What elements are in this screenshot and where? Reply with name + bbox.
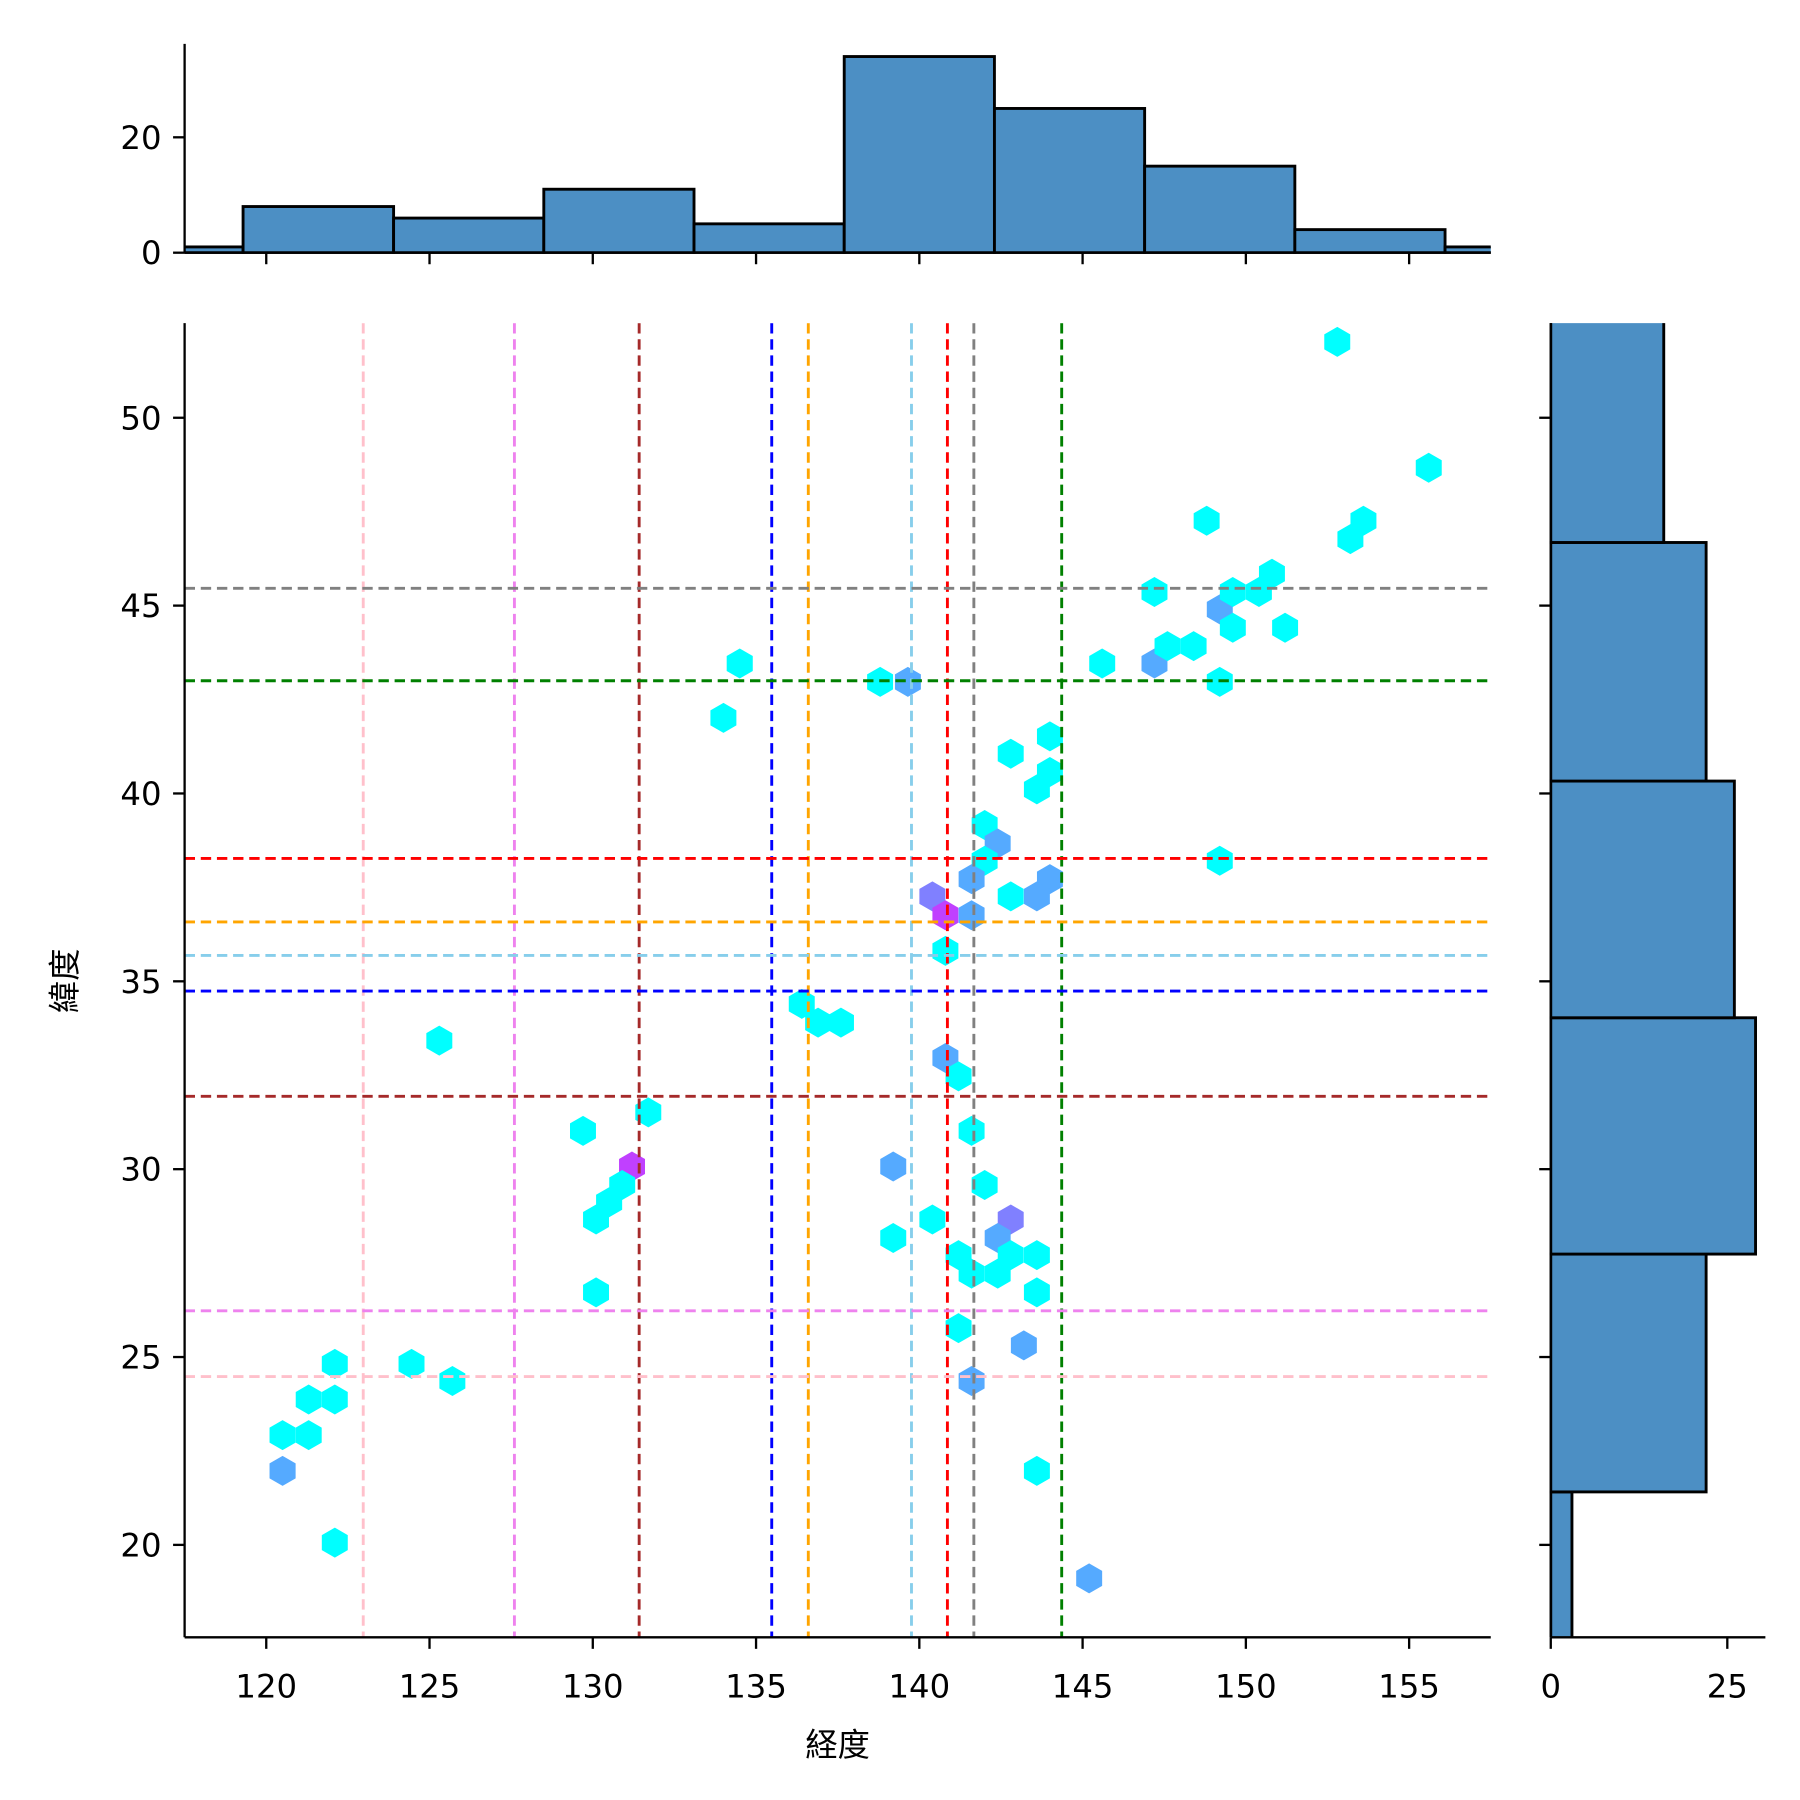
histogram-bar	[692, 222, 846, 254]
hexbin-cell	[1350, 505, 1377, 536]
hexbin-cell	[958, 1115, 985, 1146]
histogram-bar	[1549, 323, 1666, 544]
hexbin-cell	[805, 1007, 832, 1038]
top-hist-bars	[184, 55, 1491, 254]
hexbin-cell	[945, 1061, 972, 1092]
hexbin-cell	[398, 1348, 425, 1379]
hexbin-cell	[880, 1222, 907, 1253]
y-tick-label: 35	[120, 963, 161, 1001]
hexbin-cell	[828, 1007, 854, 1038]
y-tick-label: 50	[120, 399, 161, 437]
x-axis-label: 経度	[805, 1726, 870, 1764]
histogram-bar	[392, 216, 546, 254]
histogram-bar	[542, 187, 696, 254]
hexbin-cell	[321, 1527, 348, 1558]
hexbin-cell	[945, 1313, 972, 1344]
hexbin-cell	[726, 648, 753, 679]
histogram-bar	[1143, 164, 1297, 254]
histogram-bar	[1443, 245, 1491, 254]
hexbin-cell	[958, 864, 985, 895]
y-tick-label: 45	[120, 587, 161, 625]
x-tick-label: 120	[235, 1667, 297, 1705]
hexbin-cell	[1415, 452, 1442, 483]
hexbin-cell	[958, 1366, 985, 1397]
histogram-bar	[1549, 541, 1708, 783]
hexbin-cell	[1089, 648, 1116, 679]
hexbin-cell	[1154, 631, 1181, 662]
hexbin-cell	[295, 1384, 322, 1415]
hexbin-cell	[1206, 845, 1233, 876]
hexbin-cell	[439, 1366, 466, 1397]
hexbin-cell	[1219, 612, 1246, 643]
y-axis-label: 緯度	[46, 948, 84, 1013]
histogram-bar	[1549, 1016, 1757, 1256]
hexbin-cell	[1076, 1563, 1103, 1594]
right-hist-bars	[1549, 323, 1757, 1638]
hexbin-cell	[1193, 505, 1220, 536]
hexbin-cell	[971, 1170, 998, 1200]
x-tick-label: 140	[888, 1667, 950, 1705]
histogram-bar	[1549, 779, 1736, 1020]
right-histogram: 0 25	[1539, 323, 1766, 1705]
hexbin-cell	[997, 1240, 1024, 1271]
y-tick-label: 20	[120, 1526, 161, 1564]
hexbin-cell	[570, 1115, 596, 1146]
hexbin-cell	[1272, 612, 1299, 643]
hexbin-cell	[583, 1277, 609, 1308]
hexbin-cell	[295, 1420, 322, 1451]
histogram-bar	[241, 205, 396, 254]
hexbin-cell	[635, 1097, 662, 1128]
hexbin-cell	[426, 1025, 453, 1056]
x-tick-label: 150	[1215, 1667, 1277, 1705]
x-tick-label: 145	[1052, 1667, 1114, 1705]
hexbin-cell	[269, 1455, 296, 1486]
hexbin-cell	[919, 881, 946, 912]
x-tick-label: 130	[562, 1667, 624, 1705]
histogram-bar	[992, 107, 1147, 254]
y-tick-label: 30	[120, 1151, 161, 1189]
hexbin-cell	[1219, 577, 1246, 608]
hexbin-cell	[932, 935, 959, 966]
hexbin-cell	[1141, 577, 1168, 608]
histogram-bar	[1549, 1252, 1708, 1494]
histogram-bar	[1293, 228, 1447, 254]
hexbin-cell	[269, 1420, 296, 1451]
x-tick-label: 125	[399, 1667, 461, 1705]
right-x-tick-label: 0	[1540, 1667, 1561, 1705]
right-x-tick-label: 25	[1707, 1667, 1748, 1705]
hexbin-cell	[1010, 1330, 1037, 1361]
hexbin-cell	[958, 900, 985, 931]
top-y-tick-label: 0	[141, 234, 162, 272]
hexbin-cell	[1023, 774, 1050, 805]
hexbin-cell	[1324, 326, 1351, 357]
hexbin-cell	[1245, 577, 1272, 608]
hexbin-cell	[1023, 1240, 1050, 1271]
hexbin-cell	[997, 881, 1024, 912]
y-tick-label: 40	[120, 775, 161, 813]
hexbin-cell	[1023, 1277, 1050, 1308]
hexbin-cell	[1023, 881, 1050, 912]
hexbin-cell	[710, 702, 737, 733]
hexbin-cell	[1036, 721, 1063, 752]
hexbin-cell	[958, 1258, 985, 1289]
hexbin-cell	[880, 1151, 907, 1182]
histogram-bar	[842, 55, 996, 254]
plot-area	[184, 323, 1491, 1638]
hexbin-cell	[1023, 1455, 1050, 1486]
y-tick-label: 25	[120, 1339, 161, 1377]
x-tick-label: 135	[725, 1667, 787, 1705]
hexbin-cell	[997, 738, 1024, 769]
hexbin-cell	[894, 666, 921, 697]
hexbin-cell	[919, 1204, 946, 1235]
hexbin-cell	[1180, 631, 1207, 662]
hexbin-cell	[583, 1204, 609, 1235]
x-tick-label: 155	[1378, 1667, 1440, 1705]
hexbin-cell	[321, 1348, 348, 1379]
main-hexbin-plot: 120 125 130 135 140 145 150 155 20 25 30 35 40 45 50	[120, 323, 1491, 1705]
hexbin-cell	[321, 1384, 348, 1415]
top-y-tick-label: 20	[120, 119, 161, 157]
top-histogram: 0 20	[120, 43, 1491, 272]
